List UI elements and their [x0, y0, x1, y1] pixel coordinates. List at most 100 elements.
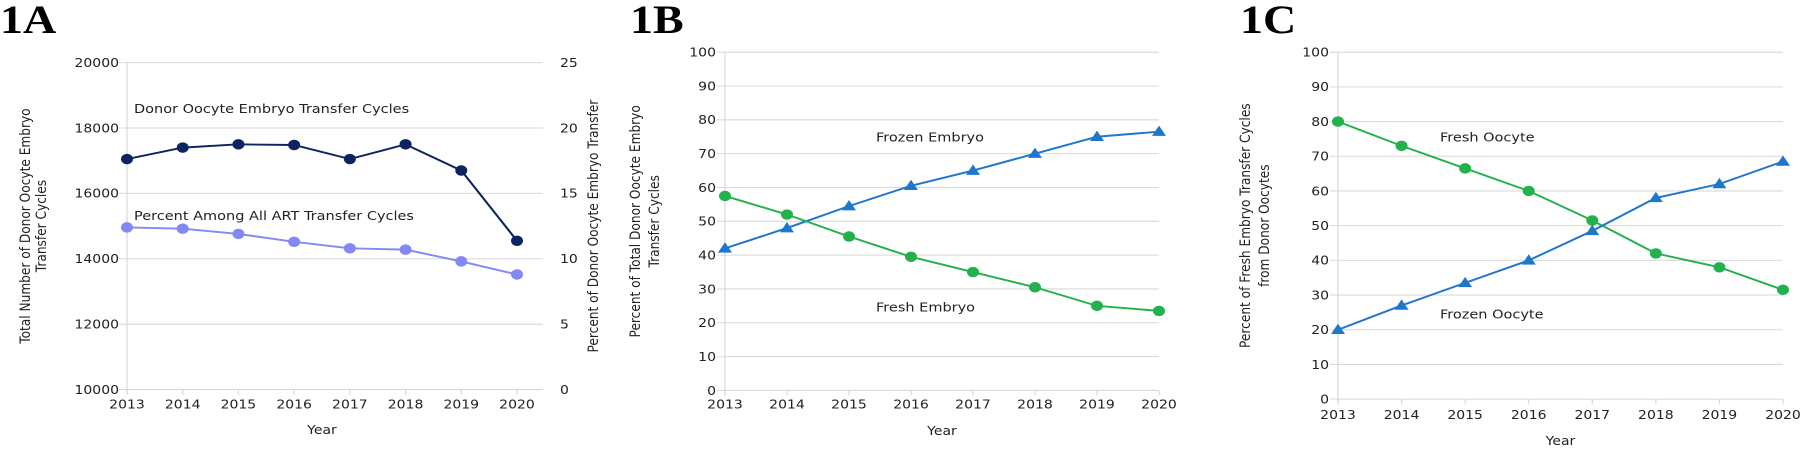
series-line: [724, 130, 1160, 250]
x-tick-label: 2020: [499, 398, 535, 412]
data-point: [905, 251, 917, 263]
x-tick-label: 2014: [769, 398, 805, 412]
y-tick-label: 14000: [74, 253, 119, 267]
y-tick-label: 70: [698, 148, 716, 162]
x-tick-label: 2015: [831, 398, 867, 412]
x-tick-label: 2019: [443, 398, 479, 412]
series-annotation: Percent Among All ART Transfer Cycles: [134, 209, 414, 224]
x-tick-label: 2020: [1141, 398, 1177, 412]
y-tick-label: 60: [698, 182, 716, 196]
y-axis-title: Percent of Fresh Embryo Transfer Cycles: [1238, 103, 1254, 348]
y-tick-label: 16000: [74, 188, 119, 202]
y-tick-label: 18000: [74, 122, 119, 136]
y-tick-label: 40: [1311, 254, 1329, 268]
data-point: [1091, 300, 1103, 312]
y-tick-label: 100: [1302, 46, 1329, 60]
x-tick-label: 2013: [1320, 409, 1356, 423]
x-tick-label: 2019: [1079, 398, 1115, 412]
y-tick-label: 20000: [74, 57, 119, 71]
y-tick-label: 0: [707, 385, 716, 399]
data-point: [1522, 185, 1535, 197]
series-line: [724, 195, 1160, 312]
y-tick-label: 80: [698, 114, 716, 128]
data-point: [121, 153, 133, 165]
data-point: [399, 139, 412, 150]
data-point: [967, 266, 979, 278]
data-point: [781, 209, 793, 220]
y2-tick-label: 20: [560, 122, 578, 136]
data-point: [1331, 323, 1345, 335]
series-annotation: Frozen Oocyte: [1440, 307, 1544, 322]
data-point: [176, 223, 189, 234]
y-tick-label: 90: [698, 80, 716, 94]
data-point: [1029, 282, 1041, 293]
data-point: [1713, 262, 1726, 273]
y-tick-label: 10: [1311, 359, 1329, 373]
y-tick-label: 30: [1311, 289, 1329, 303]
chart-1c: 1C 0 10 20 30 40 50 60 70 80 90 100 2013 2014 2015 2016…: [1238, 0, 1800, 449]
x-tick-label: 2018: [1017, 398, 1053, 412]
series-line: [126, 226, 518, 276]
y-tick-label: 80: [1311, 116, 1329, 130]
y-tick-label: 50: [1311, 220, 1329, 234]
chart-1b: 1B 0 10 20 30 40 50 60 70 80 90 100 2013 2014 2015 2016…: [628, 0, 1177, 438]
y-tick-label: 10000: [74, 384, 119, 398]
y2-tick-label: 5: [560, 318, 569, 332]
y-axis-title: Percent of Total Donor Oocyte Embryo: [628, 105, 644, 337]
data-point: [121, 222, 133, 233]
panel-label: 1B: [630, 0, 684, 42]
x-tick-label: 2017: [955, 398, 991, 412]
y-axis-title: Transfer Cycles: [34, 180, 50, 273]
y-tick-label: 70: [1311, 150, 1329, 164]
x-tick-label: 2016: [276, 398, 312, 412]
y2-tick-label: 15: [560, 188, 578, 202]
x-tick-label: 2014: [165, 398, 201, 412]
y-tick-label: 40: [698, 249, 716, 263]
series-line: [126, 143, 518, 242]
data-point: [719, 190, 731, 202]
data-point: [1152, 125, 1166, 136]
y-tick-label: 100: [689, 46, 716, 60]
y2-tick-label: 25: [560, 57, 578, 71]
y-tick-label: 30: [698, 283, 716, 297]
x-tick-label: 2014: [1384, 409, 1420, 423]
x-tick-label: 2017: [332, 398, 368, 412]
x-axis-title: Year: [926, 425, 957, 439]
data-point: [1521, 254, 1536, 265]
series-annotation: Fresh Embryo: [876, 300, 975, 315]
series-line: [1337, 160, 1784, 331]
data-point: [1586, 215, 1599, 226]
data-point: [511, 269, 523, 280]
data-point: [455, 165, 468, 176]
data-point: [1332, 116, 1344, 127]
y2-tick-label: 0: [560, 384, 569, 398]
y-tick-label: 20: [698, 317, 716, 331]
y-tick-label: 10: [698, 351, 716, 365]
series-annotation: Fresh Oocyte: [1440, 131, 1535, 146]
data-point: [1459, 163, 1472, 174]
y2-axis-title: Percent of Donor Oocyte Embryo Transfer: [586, 99, 602, 352]
x-tick-label: 2013: [109, 398, 145, 412]
panel-label: 1A: [0, 0, 56, 42]
data-point: [1649, 248, 1662, 259]
series-annotation: Frozen Embryo: [876, 131, 984, 146]
data-point: [1153, 305, 1165, 317]
data-point: [966, 164, 980, 175]
data-point: [1712, 177, 1727, 189]
x-axis-title: Year: [306, 424, 337, 438]
y-tick-label: 90: [1311, 81, 1329, 95]
data-point: [343, 243, 356, 254]
data-point: [718, 242, 732, 253]
y-tick-label: 50: [698, 215, 716, 229]
y2-tick-label: 10: [560, 253, 578, 267]
data-point: [1028, 147, 1042, 158]
x-tick-label: 2017: [1574, 409, 1610, 423]
series-annotation: Donor Oocyte Embryo Transfer Cycles: [134, 102, 409, 117]
x-tick-label: 2020: [1765, 409, 1800, 423]
data-point: [1585, 224, 1600, 236]
data-point: [232, 139, 245, 150]
data-point: [343, 153, 356, 165]
x-tick-label: 2016: [1511, 409, 1547, 423]
data-point: [780, 221, 794, 233]
y-axis-title: Total Number of Donor Oocyte Embryo: [18, 108, 34, 344]
